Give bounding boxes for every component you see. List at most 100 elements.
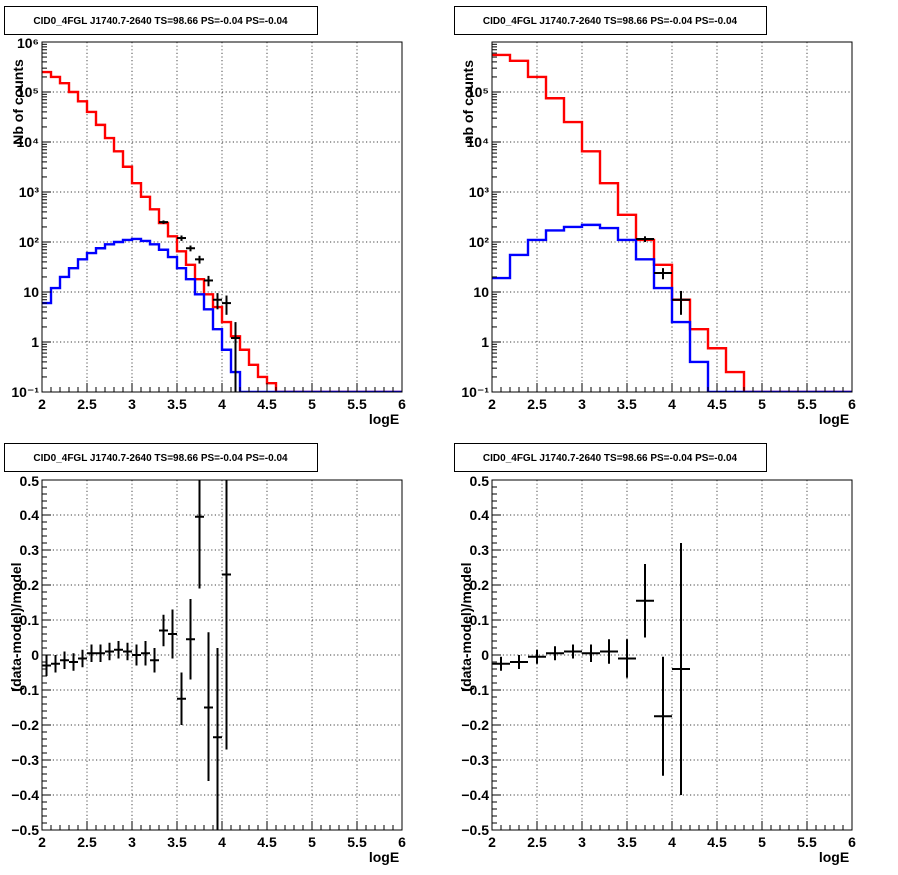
y-tick-label: 1 bbox=[31, 334, 39, 350]
data-point bbox=[636, 564, 654, 638]
data-point bbox=[618, 639, 636, 678]
data-point bbox=[672, 543, 690, 795]
x-tick-label: 6 bbox=[848, 396, 856, 412]
y-axis-title: (data-model)/model bbox=[8, 562, 24, 691]
x-tick-label: 2.5 bbox=[77, 834, 97, 850]
data-point bbox=[654, 268, 672, 280]
x-tick-label: 6 bbox=[848, 834, 856, 850]
data-point bbox=[636, 236, 654, 242]
grid bbox=[492, 42, 852, 392]
x-tick-label: 5 bbox=[758, 396, 766, 412]
data-point bbox=[51, 655, 60, 673]
x-tick-label: 3 bbox=[128, 396, 136, 412]
x-tick-label: 5 bbox=[308, 834, 316, 850]
y-tick-label: 0.2 bbox=[20, 577, 40, 593]
plot-title: CID0_4FGL J1740.7-2640 TS=98.66 PS=-0.04… bbox=[33, 16, 288, 27]
data-point bbox=[600, 639, 618, 664]
y-tick-label: −0.3 bbox=[461, 752, 489, 768]
x-tick-label: 4.5 bbox=[707, 396, 727, 412]
y-axis-title: nb of counts bbox=[460, 60, 476, 144]
y-axis-title: Nb of counts bbox=[10, 59, 26, 145]
data-point bbox=[213, 293, 222, 310]
x-tick-label: 4 bbox=[218, 834, 226, 850]
histogram-series-0 bbox=[42, 70, 402, 392]
plot-area bbox=[42, 480, 231, 830]
y-tick-label: −0.1 bbox=[461, 682, 489, 698]
x-tick-label: 3 bbox=[578, 396, 586, 412]
x-tick-label: 5 bbox=[758, 834, 766, 850]
y-tick-label: 0.4 bbox=[470, 507, 490, 523]
x-tick-label: 4 bbox=[668, 396, 676, 412]
y-tick-label: 10⁻¹ bbox=[11, 384, 39, 400]
data-point bbox=[168, 609, 177, 659]
x-tick-label: 4 bbox=[218, 396, 226, 412]
y-tick-label: 0.3 bbox=[20, 542, 40, 558]
y-tick-label: 0.3 bbox=[470, 542, 490, 558]
x-tick-label: 2.5 bbox=[77, 396, 97, 412]
y-tick-label: 10⁴ bbox=[17, 134, 40, 150]
data-point bbox=[141, 641, 150, 666]
plot-area bbox=[492, 543, 690, 795]
data-point bbox=[87, 644, 96, 662]
panel-bottom-left: 2 2.5 3 3.5 4 4.5 5 5.5 6 −0.5 −0.4 −0.3 −0.2 −0.1 0 0.… bbox=[4, 443, 406, 865]
y-tick-label: −0.3 bbox=[11, 752, 39, 768]
data-point bbox=[96, 644, 105, 662]
y-tick-label: 0.1 bbox=[20, 612, 40, 628]
y-tick-label: −0.1 bbox=[11, 682, 39, 698]
data-point bbox=[69, 653, 78, 671]
y-tick-label: 10⁻¹ bbox=[461, 384, 489, 400]
x-tick-label: 5 bbox=[308, 396, 316, 412]
y-tick-label: −0.4 bbox=[11, 787, 39, 803]
panel-bottom-right: 2 2.5 3 3.5 4 4.5 5 5.5 6 −0.5 −0.4 −0.3 −0.2 −0.1 0 0.… bbox=[454, 443, 856, 865]
data-point bbox=[222, 295, 231, 315]
data-point bbox=[186, 599, 195, 680]
x-tick-label: 3 bbox=[128, 834, 136, 850]
data-point bbox=[204, 275, 213, 287]
grid bbox=[42, 480, 402, 830]
data-point bbox=[123, 642, 132, 661]
x-tick-label: 4.5 bbox=[707, 834, 727, 850]
x-tick-label: 4.5 bbox=[257, 396, 277, 412]
data-point bbox=[528, 649, 546, 664]
x-tick-label: 3.5 bbox=[617, 834, 637, 850]
data-point bbox=[114, 641, 123, 659]
data-point bbox=[564, 644, 582, 659]
y-tick-label: −0.2 bbox=[11, 717, 39, 733]
x-axis-title: logE bbox=[369, 411, 399, 427]
y-tick-label: 10² bbox=[469, 234, 490, 250]
plot-title: CID0_4FGL J1740.7-2640 TS=98.66 PS=-0.04… bbox=[483, 16, 738, 27]
data-point bbox=[195, 255, 204, 264]
y-tick-label: 10³ bbox=[19, 184, 40, 200]
x-axis-title: logE bbox=[819, 411, 849, 427]
y-tick-label: −0.5 bbox=[461, 822, 489, 838]
y-tick-label: 0 bbox=[31, 647, 39, 663]
x-tick-label: 2 bbox=[38, 396, 46, 412]
data-point bbox=[159, 614, 168, 647]
x-tick-label: 5.5 bbox=[347, 834, 367, 850]
y-tick-label: −0.5 bbox=[11, 822, 39, 838]
y-tick-label: 0.5 bbox=[470, 473, 490, 489]
data-point bbox=[222, 480, 231, 750]
x-tick-label: 5.5 bbox=[347, 396, 367, 412]
x-tick-label: 2.5 bbox=[527, 834, 547, 850]
data-point bbox=[177, 672, 186, 725]
histogram-series-1 bbox=[42, 237, 402, 392]
data-point bbox=[60, 651, 69, 669]
axis-ticks bbox=[491, 479, 853, 831]
data-point bbox=[492, 656, 510, 671]
axis-ticks bbox=[41, 41, 403, 393]
data-point bbox=[150, 648, 159, 673]
plot-area bbox=[42, 70, 402, 392]
data-point bbox=[195, 480, 204, 589]
data-point bbox=[213, 648, 222, 830]
plot-area bbox=[492, 53, 852, 392]
panel-top-left: 2 2.5 3 3.5 4 4.5 5 5.5 6 10⁻¹ 1 10 10² 10³ 10⁴ 10⁵ 10⁶ l… bbox=[4, 6, 406, 427]
x-tick-label: 3.5 bbox=[167, 396, 187, 412]
y-tick-label: 10⁵ bbox=[467, 84, 489, 100]
y-tick-label: 10 bbox=[23, 284, 39, 300]
y-tick-label: 1 bbox=[481, 334, 489, 350]
x-tick-label: 6 bbox=[398, 834, 406, 850]
panel-top-right: 2 2.5 3 3.5 4 4.5 5 5.5 6 10⁻¹ 1 10 10² 10³ 10⁴ 10⁵ logE… bbox=[454, 6, 856, 427]
data-point bbox=[204, 632, 213, 781]
